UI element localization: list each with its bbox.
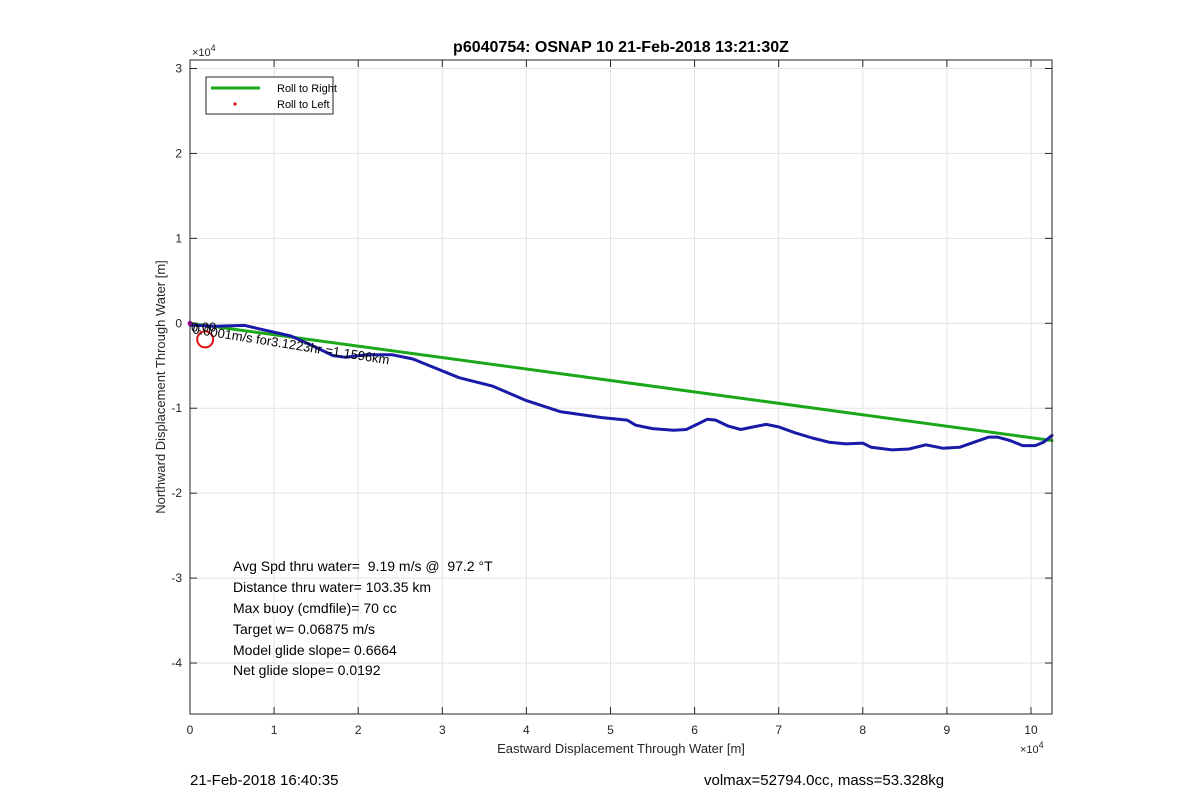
footer-timestamp: 21-Feb-2018 16:40:35	[190, 772, 339, 789]
legend-box	[205, 76, 334, 115]
y-exponent-base: ×10	[192, 47, 211, 59]
x-exponent-base: ×10	[1020, 744, 1039, 756]
x-tick-label: 5	[607, 723, 614, 737]
x-tick-label: 10	[1024, 723, 1038, 737]
svg-text:×104: ×104	[192, 43, 216, 59]
x-tick-label: 9	[944, 723, 951, 737]
x-ticks: 0 1 2 3 4 5 6 7 8 9 10	[187, 60, 1038, 737]
start-overlap-label: 0.00	[191, 319, 216, 334]
y-tick-label: 3	[175, 61, 182, 75]
plot-frame	[189, 59, 1053, 715]
y-tick-label: -3	[171, 571, 182, 585]
x-tick-label: 7	[775, 723, 782, 737]
y-tick-label: 2	[175, 146, 182, 160]
y-tick-label: -2	[171, 486, 182, 500]
stat-model-glide: Model glide slope= 0.6664	[233, 642, 397, 658]
y-tick-label: 1	[175, 231, 182, 245]
svg-text:×104: ×104	[1020, 740, 1044, 756]
legend: Roll to Right Roll to Left	[205, 76, 337, 115]
series-roll-to-right-line	[188, 321, 1054, 442]
x-tick-label: 0	[187, 723, 194, 737]
legend-swatch-roll-left	[233, 102, 237, 106]
start-marker-circle	[196, 330, 215, 349]
x-axis-label: Eastward Displacement Through Water [m]	[497, 741, 745, 756]
series-track-line	[188, 323, 1054, 452]
x-exponent-power: 4	[1039, 740, 1044, 750]
stat-net-glide: Net glide slope= 0.0192	[233, 662, 381, 678]
y-tick-label: -1	[171, 401, 182, 415]
x-tick-label: 6	[691, 723, 698, 737]
y-grid	[190, 67, 1052, 664]
legend-label-roll-left: Roll to Left	[277, 99, 330, 111]
x-exponent-multiplier: ×104	[1020, 740, 1044, 756]
x-tick-label: 2	[355, 723, 362, 737]
stat-distance: Distance thru water= 103.35 km	[233, 579, 431, 595]
stat-target-w: Target w= 0.06875 m/s	[233, 621, 375, 637]
y-exponent-power: 4	[211, 43, 216, 53]
y-axis-label: Northward Displacement Through Water [m]	[153, 260, 168, 514]
chart-title: p6040754: OSNAP 10 21-Feb-2018 13:21:30Z	[453, 39, 789, 56]
y-tick-label: -4	[171, 656, 182, 670]
y-tick-label: 0	[175, 316, 182, 330]
stat-max-buoy: Max buoy (cmdfile)= 70 cc	[233, 600, 397, 616]
y-ticks: 3 2 1 0 -1 -2 -3 -4	[171, 61, 1052, 670]
x-tick-label: 1	[271, 723, 278, 737]
stat-avg-speed: Avg Spd thru water= 9.19 m/s @ 97.2 °T	[233, 558, 493, 574]
footer-vehicle-params: volmax=52794.0cc, mass=53.328kg	[704, 772, 945, 789]
legend-label-roll-right: Roll to Right	[277, 83, 337, 95]
x-tick-label: 8	[859, 723, 866, 737]
stats-block: Avg Spd thru water= 9.19 m/s @ 97.2 °T D…	[233, 558, 493, 678]
x-tick-label: 3	[439, 723, 446, 737]
x-tick-label: 4	[523, 723, 530, 737]
series-layer	[188, 321, 1054, 452]
x-grid	[189, 60, 1032, 714]
y-exponent-multiplier: ×104	[192, 43, 216, 59]
plot-area	[190, 60, 1052, 714]
